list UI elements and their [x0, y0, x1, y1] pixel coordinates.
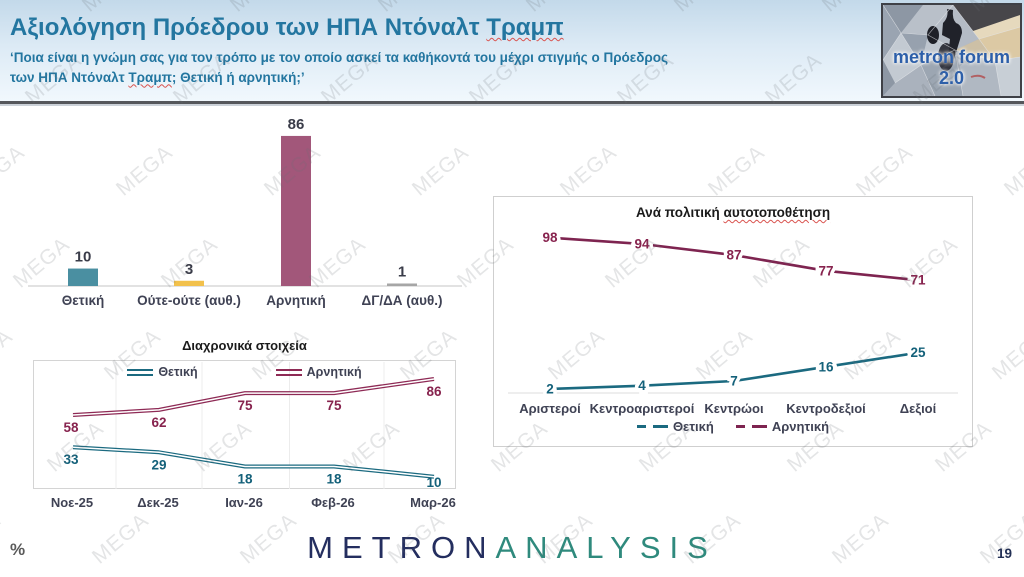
svg-text:18: 18 — [326, 471, 342, 486]
survey-question-line1: ‘Ποια είναι η γνώμη σας για τον τρόπο με… — [10, 50, 669, 65]
svg-text:98: 98 — [542, 230, 558, 245]
survey-question-line2: των ΗΠΑ Ντόναλτ — [10, 69, 129, 85]
metron-forum-wordmark: metron forum 2.0 — [893, 47, 1010, 88]
svg-text:75: 75 — [326, 398, 342, 413]
brand-analysis: ANALYSIS — [495, 530, 717, 565]
legend-item-positive: Θετική — [127, 365, 198, 379]
timeline-plot-area: Θετική Αρνητική 33 29 18 18 10 58 62 75 75 86 — [33, 360, 456, 490]
svg-text:62: 62 — [151, 415, 166, 430]
legend-dash-icon — [751, 425, 767, 428]
svg-text:7: 7 — [730, 373, 738, 388]
mega-watermark: MEGA — [851, 140, 918, 201]
svg-text:75: 75 — [237, 398, 253, 413]
svg-text:86: 86 — [426, 384, 442, 399]
svg-text:Αρνητική: Αρνητική — [266, 293, 325, 308]
timeline-legend: Θετική Αρνητική — [34, 365, 455, 379]
timeline-x-label: Ιαν-26 — [225, 495, 263, 510]
metron-forum-logo: metron forum 2.0 — [881, 3, 1022, 98]
svg-text:2: 2 — [546, 381, 554, 396]
svg-text:1: 1 — [398, 264, 406, 281]
title-text: Αξιολόγηση Πρόεδρου των ΗΠΑ Ντόναλτ — [10, 14, 487, 41]
svg-text:10: 10 — [426, 475, 441, 490]
mega-watermark: MEGA — [987, 324, 1024, 385]
brand-metron: METRON — [307, 530, 496, 565]
svg-text:71: 71 — [910, 273, 926, 288]
page-title: Αξιολόγηση Πρόεδρου των ΗΠΑ Ντόναλτ Τραμ… — [10, 14, 564, 42]
politics-title-text: Ανά πολιτική — [635, 205, 724, 220]
svg-text:Κεντρώοι: Κεντρώοι — [704, 401, 764, 416]
svg-text:Κεντροδεξιοί: Κεντροδεξιοί — [786, 401, 866, 416]
svg-text:29: 29 — [151, 457, 166, 472]
mega-watermark: MEGA — [555, 140, 622, 201]
svg-text:10: 10 — [75, 249, 92, 266]
svg-text:58: 58 — [63, 420, 79, 435]
negative-line-marker — [275, 368, 302, 376]
svg-text:ΔΓ/ΔΑ (αυθ.): ΔΓ/ΔΑ (αυθ.) — [362, 293, 443, 308]
politics-title-spellchecked-word: αυτοτοποθέτηση — [723, 205, 831, 220]
metron-analysis-logo: METRONANALYSIS — [0, 530, 1024, 566]
approval-bar-chart: 10 Θετική 3 Ούτε-ούτε (αυθ.) 86 Αρνητική 1 ΔΓ/Δ… — [28, 116, 462, 308]
title-spellchecked-word: Τραμπ — [486, 14, 564, 41]
legend-label-negative: Αρνητική — [306, 365, 362, 379]
timeline-x-axis: Νοε-25 Δεκ-25 Ιαν-26 Φεβ-26 Μαρ-26 — [33, 495, 456, 513]
timeline-x-label: Μαρ-26 — [410, 495, 456, 510]
timeline-lines: 33 29 18 18 10 58 62 75 75 86 — [63, 362, 442, 490]
svg-text:Κεντροαριστεροί: Κεντροαριστεροί — [590, 401, 695, 416]
legend-dash-icon — [636, 425, 646, 428]
subtitle-spellchecked-word: Τραμπ — [128, 69, 172, 85]
legend-dash-icon — [652, 425, 668, 428]
metron-forum-photo — [883, 5, 1020, 96]
svg-text:86: 86 — [288, 116, 305, 133]
timeline-x-label: Δεκ-25 — [137, 495, 179, 510]
politics-chart-panel: Ανά πολιτική αυτοτοποθέτηση 2 4 7 16 25 98 94 8… — [493, 196, 973, 447]
timeline-x-label: Νοε-25 — [50, 495, 94, 510]
politics-chart-title: Ανά πολιτική αυτοτοποθέτηση — [494, 205, 972, 220]
svg-text:Αριστεροί: Αριστεροί — [519, 401, 581, 416]
legend-item-negative: Αρνητική — [275, 365, 362, 379]
politics-legend-label: Αρνητική — [771, 419, 830, 434]
timeline-chart-title: Διαχρονικά στοιχεία — [182, 338, 307, 353]
svg-text:87: 87 — [726, 248, 741, 263]
politics-legend-item: Αρνητική — [735, 419, 830, 434]
politics-legend-item: Θετική — [636, 419, 714, 434]
mega-watermark: MEGA — [0, 324, 18, 385]
svg-text:Δεξιοί: Δεξιοί — [900, 401, 937, 416]
legend-dash-icon — [735, 425, 745, 428]
percent-sign: % — [10, 540, 26, 559]
svg-text:77: 77 — [818, 263, 833, 278]
svg-text:16: 16 — [818, 359, 834, 374]
svg-text:25: 25 — [910, 345, 926, 360]
timeline-x-label: Φεβ-26 — [311, 495, 355, 510]
svg-text:Θετική: Θετική — [62, 293, 104, 308]
svg-text:18: 18 — [237, 471, 253, 486]
slide-header: Αξιολόγηση Πρόεδρου των ΗΠΑ Ντόναλτ Τραμ… — [0, 0, 1024, 104]
svg-text:3: 3 — [185, 261, 193, 278]
mega-watermark: MEGA — [703, 140, 770, 201]
politics-legend: Θετική Αρνητική — [494, 419, 972, 434]
survey-question: ‘Ποια είναι η γνώμη σας για τον τρόπο με… — [10, 48, 668, 87]
svg-text:94: 94 — [634, 237, 650, 252]
svg-text:4: 4 — [638, 378, 646, 393]
positive-line-marker — [127, 368, 154, 376]
legend-label-positive: Θετική — [158, 365, 198, 379]
page-number: 19 — [996, 546, 1012, 561]
politics-legend-label: Θετική — [672, 419, 714, 434]
svg-text:Ούτε-ούτε (αυθ.): Ούτε-ούτε (αυθ.) — [137, 293, 241, 308]
survey-question-line2-end: ; Θετική ή αρνητική;’ — [171, 69, 305, 85]
svg-text:33: 33 — [63, 452, 79, 467]
timeline-chart: Διαχρονικά στοιχεία Θετική Αρνητική 33 29… — [33, 338, 456, 513]
mega-watermark: MEGA — [999, 140, 1024, 201]
politics-lines: 2 4 7 16 25 98 94 87 77 71 Αριστεροί Κεντροαριστερο… — [508, 227, 958, 416]
